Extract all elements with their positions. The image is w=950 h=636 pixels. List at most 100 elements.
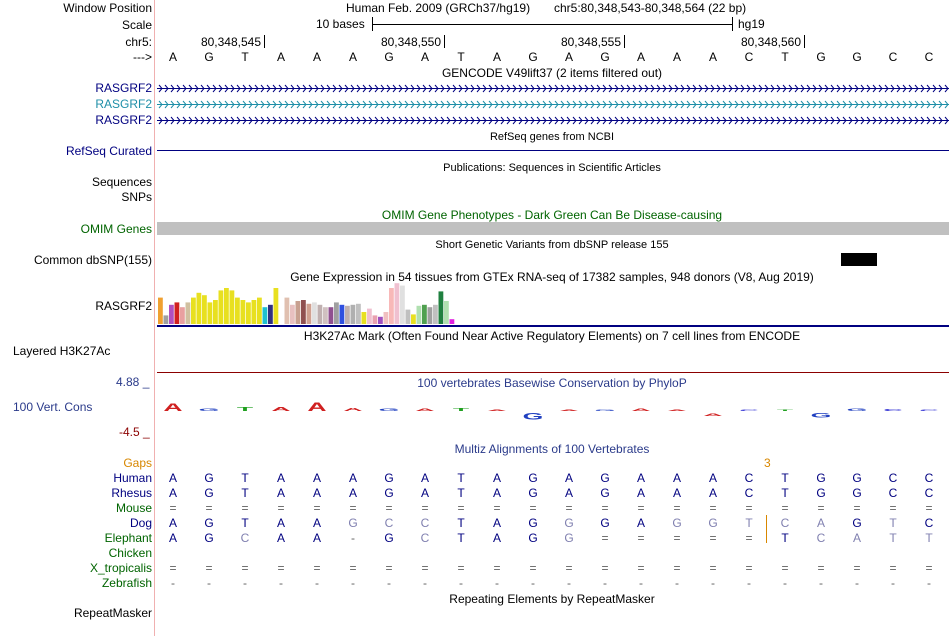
omim-genes-label[interactable]: OMIM Genes: [80, 222, 152, 236]
multiz-gaps-label[interactable]: Gaps: [123, 456, 152, 470]
strand-chevron: [242, 84, 247, 93]
strand-chevron: [686, 116, 691, 125]
species-label[interactable]: Human: [113, 471, 152, 485]
strand-chevron: [830, 84, 835, 93]
alignment-base: A: [492, 531, 501, 545]
strand-chevron: [752, 100, 757, 109]
alignment-base: =: [781, 501, 789, 515]
strand-chevron: [644, 116, 649, 125]
gtex-tissue-bar: [191, 297, 196, 324]
gtex-tissue-bar: [251, 300, 257, 324]
phylop-base-mark: T: [237, 406, 254, 412]
strand-chevron: [674, 100, 679, 109]
alignment-base: C: [888, 486, 898, 500]
alignment-base: =: [673, 501, 681, 515]
refseq-curated-label[interactable]: RefSeq Curated: [65, 144, 152, 158]
species-label[interactable]: Chicken: [108, 546, 152, 560]
strand-chevron: [392, 116, 397, 125]
strand-chevron: [710, 84, 715, 93]
species-label[interactable]: X_tropicalis: [89, 561, 152, 575]
strand-chevron: [890, 100, 895, 109]
alignment-base: T: [241, 516, 249, 530]
strand-chevron: [740, 84, 745, 93]
gtex-gene-label[interactable]: RASGRF2: [95, 299, 152, 313]
dbsnp-variant-block[interactable]: [841, 253, 877, 266]
strand-chevron: [656, 100, 661, 109]
alignment-base: A: [708, 471, 717, 485]
refseq-gene-line[interactable]: [157, 150, 949, 151]
species-label[interactable]: Dog: [129, 516, 152, 530]
gencode-transcript-line[interactable]: [157, 100, 949, 109]
strand-chevron: [536, 100, 541, 109]
strand-chevron: [746, 84, 751, 93]
omim-track-title: OMIM Gene Phenotypes - Dark Green Can Be…: [381, 208, 723, 222]
alignment-base: =: [457, 501, 465, 515]
strand-chevron: [212, 84, 217, 93]
gap-count-marker[interactable]: 3: [764, 456, 771, 470]
strand-chevron: [776, 116, 781, 125]
strand-chevron: [632, 100, 637, 109]
strand-chevron: [560, 84, 565, 93]
gtex-tissue-bar: [207, 302, 213, 324]
gtex-expression-chart[interactable]: [157, 283, 949, 327]
strand-chevron: [206, 116, 211, 125]
layered-h3k27ac-label[interactable]: Layered H3K27Ac: [13, 344, 111, 358]
strand-chevron: [614, 100, 619, 109]
repeatmasker-label[interactable]: RepeatMasker: [73, 606, 152, 620]
phylop-conservation-chart[interactable]: A G T A A A G A T A G A G A A A C T G G C C: [157, 395, 949, 435]
strand-chevron: [944, 116, 949, 125]
gtex-tissue-bar: [169, 304, 174, 324]
gtex-tissue-bar: [367, 308, 372, 324]
species-label[interactable]: Elephant: [104, 531, 152, 545]
alignment-base: C: [780, 516, 790, 530]
conservation-max-label: 4.88 _: [116, 375, 150, 389]
gencode-transcript-line[interactable]: [157, 116, 949, 125]
sequence-base: A: [420, 50, 429, 64]
strand-chevron: [368, 100, 373, 109]
strand-chevron: [524, 84, 529, 93]
species-label[interactable]: Rhesus: [111, 486, 152, 500]
alignment-base: A: [672, 486, 681, 500]
strand-chevron: [476, 100, 481, 109]
publications-snps-label[interactable]: SNPs: [121, 190, 152, 204]
strand-chevron: [794, 84, 799, 93]
alignment-base: A: [636, 516, 645, 530]
alignment-base: G: [528, 486, 538, 500]
position-text[interactable]: chr5:80,348,543-80,348,564 (22 bp): [554, 1, 747, 15]
strand-chevron: [422, 84, 427, 93]
publications-sequences-label[interactable]: Sequences: [91, 175, 152, 189]
alignment-base: A: [276, 516, 285, 530]
strand-chevron: [920, 84, 925, 93]
alignment-base: =: [709, 561, 717, 575]
strand-chevron: [428, 100, 433, 109]
strand-chevron: [842, 116, 847, 125]
strand-arrow-label[interactable]: --->: [133, 50, 152, 64]
strand-chevron: [914, 84, 919, 93]
sequence-base: A: [492, 50, 501, 64]
strand-chevron: [758, 84, 763, 93]
strand-chevron: [572, 100, 577, 109]
alignment-base: T: [781, 486, 789, 500]
alignment-base: -: [675, 576, 679, 590]
gtex-tissue-bar: [378, 316, 383, 324]
species-label[interactable]: Mouse: [115, 501, 152, 515]
conservation-track-label[interactable]: 100 Vert. Cons: [13, 400, 93, 414]
alignment-base: C: [888, 471, 898, 485]
species-label[interactable]: Zebrafish: [101, 576, 152, 590]
gencode-transcript-label[interactable]: RASGRF2: [95, 113, 152, 127]
strand-chevron: [686, 84, 691, 93]
strand-chevron: [524, 100, 529, 109]
strand-chevron: [530, 84, 535, 93]
common-dbsnp-label[interactable]: Common dbSNP(155): [33, 253, 152, 267]
gencode-transcript-line[interactable]: [157, 84, 949, 93]
alignment-base: -: [495, 576, 499, 590]
gtex-tissue-bar: [262, 307, 268, 324]
phylop-base-mark: G: [847, 408, 868, 412]
omim-gene-bar[interactable]: [157, 222, 949, 235]
strand-chevron: [200, 100, 205, 109]
strand-chevron: [320, 84, 325, 93]
gencode-transcript-label[interactable]: RASGRF2: [95, 81, 152, 95]
strand-chevron: [500, 100, 505, 109]
gtex-tissue-bar: [180, 307, 185, 324]
gencode-transcript-label[interactable]: RASGRF2: [95, 97, 152, 111]
